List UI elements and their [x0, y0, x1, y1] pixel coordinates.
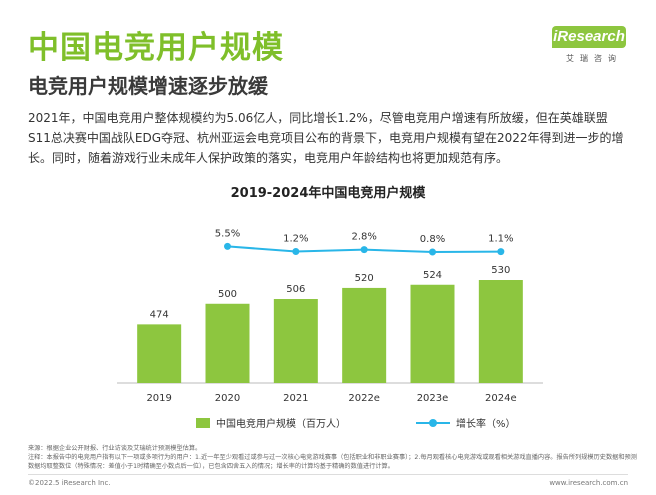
- footer-divider: [28, 474, 628, 475]
- logo-subtext: 艾瑞咨询: [566, 54, 622, 63]
- chart-title: 2019-2024年中国电竞用户规模: [230, 186, 426, 201]
- chart-notes: 来源：根据企业公开财报、行业访谈及艾瑞统计预测模型估算。 注释：本报告中的电竞用…: [28, 444, 638, 471]
- growth-point: [224, 242, 231, 250]
- x-tick-label: 2019: [146, 393, 171, 404]
- growth-value-label: 2.8%: [351, 232, 376, 243]
- bar-value-label: 506: [286, 284, 305, 295]
- legend-item-users: 中国电竞用户规模（百万人）: [196, 415, 346, 430]
- legend-bar-swatch: [196, 417, 210, 428]
- definition-note: 注释：本报告中的电竞用户指有以下一项或多项行为的用户：1.近一年至少观看过或参与…: [28, 454, 637, 470]
- bar-value-label: 500: [218, 289, 237, 300]
- legend-label-users: 中国电竞用户规模（百万人）: [216, 419, 346, 430]
- growth-point: [429, 248, 436, 256]
- iresearch-logo: iResearch 艾瑞咨询: [548, 26, 630, 70]
- bar-value-label: 524: [423, 270, 442, 281]
- bar-value-label: 474: [150, 309, 169, 320]
- footer-copyright: ©2022.5 iResearch Inc.: [28, 479, 111, 487]
- page-subtitle: 电竞用户规模增速逐步放缓: [28, 74, 268, 98]
- growth-value-label: 5.5%: [215, 228, 240, 239]
- x-tick-label: 2023e: [417, 393, 449, 404]
- bar: [273, 299, 318, 383]
- x-tick-label: 2022e: [348, 393, 380, 404]
- bar: [205, 303, 250, 383]
- footer-url: www.iresearch.com.cn: [549, 479, 628, 487]
- page-title: 中国电竞用户规模: [28, 30, 284, 66]
- bar-value-label: 520: [355, 273, 374, 284]
- legend-label-growth: 增长率（%）: [456, 419, 516, 430]
- intro-paragraph: 2021年，中国电竞用户整体规模约为5.06亿人，同比增长1.2%，尽管电竞用户…: [28, 111, 624, 165]
- growth-point: [497, 248, 505, 256]
- bar-value-label: 530: [491, 265, 510, 276]
- x-tick-label: 2024e: [485, 393, 517, 404]
- bar: [137, 324, 182, 383]
- logo-wordmark: iResearch: [552, 26, 626, 48]
- chart-legend: 中国电竞用户规模（百万人） 增长率（%）: [196, 415, 586, 430]
- growth-point: [360, 246, 368, 254]
- bar-line-chart: 474 2019 500 2020 506 2021 520 2022e 524 2023e 530…: [117, 228, 543, 404]
- source-note: 来源：根据企业公开财报、行业访谈及艾瑞统计预测模型估算。: [28, 445, 202, 452]
- legend-item-growth: 增长率（%）: [416, 415, 516, 430]
- x-tick-label: 2020: [215, 393, 240, 404]
- growth-value-label: 1.1%: [488, 234, 513, 245]
- bar: [478, 280, 523, 383]
- legend-line-swatch: [416, 418, 450, 428]
- growth-value-label: 1.2%: [283, 234, 308, 245]
- bar: [410, 284, 455, 383]
- growth-point: [292, 248, 300, 256]
- x-tick-label: 2021: [283, 393, 308, 404]
- bar: [342, 287, 387, 383]
- growth-value-label: 0.8%: [420, 234, 445, 245]
